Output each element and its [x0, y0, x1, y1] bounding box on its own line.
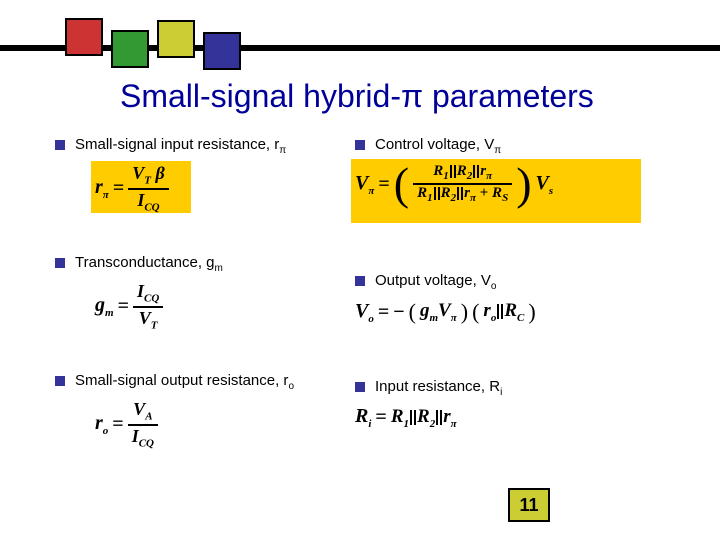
left-column: Small-signal input resistance, rπ rπ = V… — [55, 135, 355, 469]
item-vpi: Control voltage, Vπ Vπ = ( R1R2rπ R1R2rπ… — [355, 135, 675, 223]
page-title: Small-signal hybrid-π parameters — [120, 78, 594, 115]
formula-ro: ro = VA ICQ — [95, 399, 355, 451]
formula-vo: Vo = − ( gmVπ ) ( roRC ) — [355, 299, 675, 325]
label-rpi: Small-signal input resistance, rπ — [75, 135, 286, 157]
content-grid: Small-signal input resistance, rπ rπ = V… — [55, 135, 675, 469]
item-rpi: Small-signal input resistance, rπ rπ = V… — [55, 135, 355, 215]
page-number: 11 — [508, 488, 550, 522]
item-ro: Small-signal output resistance, ro ro = … — [55, 371, 355, 451]
bullet-icon — [55, 376, 65, 386]
item-gm: Transconductance, gm gm = ICQ VT — [55, 253, 355, 333]
formula-vpi: Vπ = ( R1R2rπ R1R2rπ + RS ) Vs — [355, 163, 675, 223]
label-vpi: Control voltage, Vπ — [375, 135, 501, 157]
square-yellow — [157, 20, 195, 58]
square-green — [111, 30, 149, 68]
label-ro: Small-signal output resistance, ro — [75, 371, 294, 393]
bullet-icon — [355, 140, 365, 150]
right-column: Control voltage, Vπ Vπ = ( R1R2rπ R1R2rπ… — [355, 135, 675, 469]
label-gm: Transconductance, gm — [75, 253, 223, 275]
bullet-icon — [55, 140, 65, 150]
formula-ri: Ri = R1R2rπ — [355, 405, 675, 430]
formula-gm: gm = ICQ VT — [95, 281, 355, 333]
bullet-icon — [355, 382, 365, 392]
formula-rpi: rπ = VT β ICQ — [95, 163, 355, 215]
label-ri: Input resistance, Ri — [375, 377, 502, 399]
item-ri: Input resistance, Ri Ri = R1R2rπ — [355, 377, 675, 430]
item-vo: Output voltage, Vo Vo = − ( gmVπ ) ( roR… — [355, 271, 675, 325]
square-red — [65, 18, 103, 56]
label-vo: Output voltage, Vo — [375, 271, 496, 293]
bullet-icon — [55, 258, 65, 268]
decor-squares — [65, 28, 241, 66]
bullet-icon — [355, 276, 365, 286]
square-blue — [203, 32, 241, 70]
